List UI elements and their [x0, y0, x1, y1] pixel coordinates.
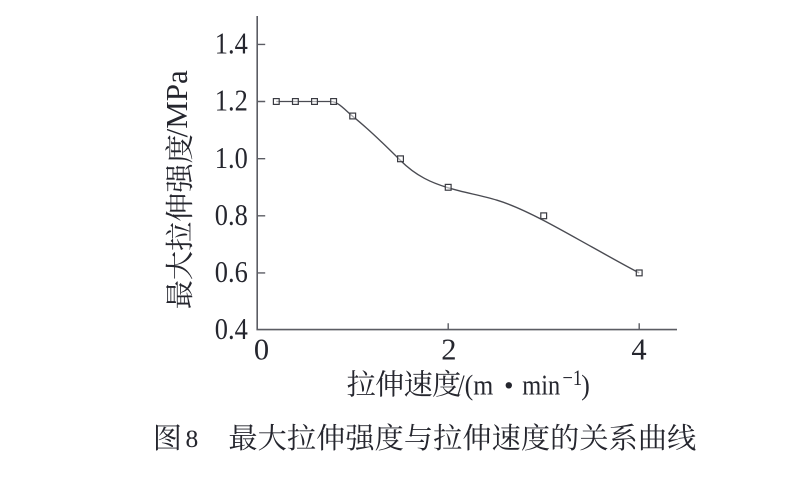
- svg-text:8: 8: [186, 424, 199, 453]
- svg-text:1.0: 1.0: [215, 141, 248, 175]
- svg-text:0.8: 0.8: [215, 198, 248, 232]
- svg-text:4: 4: [631, 333, 646, 367]
- svg-text:0.6: 0.6: [215, 255, 248, 289]
- svg-text:1.4: 1.4: [215, 27, 248, 61]
- svg-text:0.4: 0.4: [215, 312, 248, 346]
- svg-text:): ): [581, 369, 590, 401]
- svg-text:/(m: /(m: [458, 369, 494, 401]
- svg-text:0: 0: [254, 333, 269, 367]
- svg-text:−1: −1: [563, 367, 583, 391]
- svg-text:min: min: [522, 369, 560, 401]
- svg-text:1.2: 1.2: [215, 84, 248, 118]
- svg-text:2: 2: [441, 333, 456, 367]
- svg-text:/MPa: /MPa: [159, 70, 194, 137]
